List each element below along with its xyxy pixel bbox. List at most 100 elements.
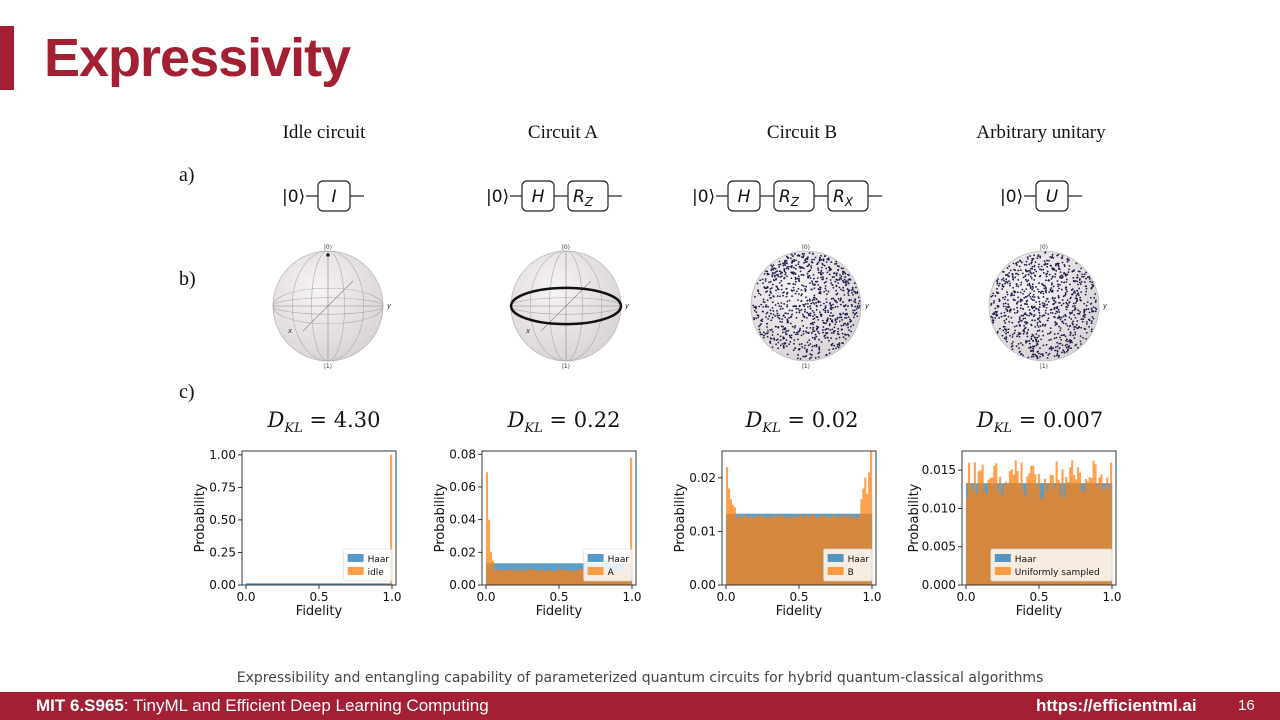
state-point <box>1029 271 1032 274</box>
state-point <box>790 277 793 280</box>
state-point <box>1036 357 1039 360</box>
state-point <box>1077 283 1079 286</box>
legend-label: Haar <box>1015 555 1037 565</box>
state-point <box>1027 279 1030 282</box>
sample-bar <box>731 504 734 585</box>
sample-bar <box>630 457 633 585</box>
sample-bar <box>522 568 526 585</box>
state-point <box>1003 311 1006 314</box>
state-point <box>817 300 820 303</box>
state-point <box>796 333 799 336</box>
state-point <box>792 255 794 257</box>
state-point <box>1080 343 1082 345</box>
state-point <box>766 326 768 328</box>
state-point <box>841 273 844 275</box>
state-point <box>781 331 784 334</box>
sample-bar <box>511 570 514 585</box>
slide-title: Expressivity <box>44 28 351 88</box>
haar-bar <box>290 583 293 585</box>
state-point <box>807 270 810 273</box>
state-point <box>799 270 802 273</box>
state-point <box>806 272 809 275</box>
state-point <box>1058 268 1061 270</box>
state-point <box>844 276 846 278</box>
sample-bar <box>575 570 578 585</box>
state-point <box>844 338 847 340</box>
state-point <box>1022 332 1025 335</box>
sample-bar <box>1010 469 1013 585</box>
state-point <box>1089 280 1092 283</box>
state-point <box>1045 279 1047 282</box>
ket-zero-axis-label: |0⟩ <box>324 244 332 251</box>
state-point <box>1031 265 1034 268</box>
state-point <box>802 355 805 358</box>
state-point <box>835 321 838 324</box>
state-point <box>798 277 800 280</box>
state-point <box>1086 276 1089 279</box>
sample-bar <box>517 569 520 585</box>
state-point <box>1091 309 1093 312</box>
state-point <box>1055 336 1058 339</box>
state-point <box>1073 337 1076 340</box>
state-point <box>1066 303 1069 305</box>
state-point <box>855 311 858 314</box>
state-point <box>758 328 761 331</box>
state-point <box>1082 318 1084 321</box>
state-point <box>850 325 852 328</box>
state-point <box>810 354 813 356</box>
state-point <box>1038 335 1040 337</box>
state-point <box>835 300 837 302</box>
haar-bar <box>300 583 303 585</box>
state-point <box>1030 261 1033 264</box>
state-point <box>825 280 828 283</box>
state-point <box>837 346 840 349</box>
state-point <box>799 327 802 330</box>
x-tick-label: 0.0 <box>476 590 495 604</box>
state-point <box>802 332 805 335</box>
legend-label: A <box>608 568 615 578</box>
sample-bar <box>505 569 508 585</box>
state-point <box>812 277 815 280</box>
haar-bar <box>255 583 258 585</box>
state-point <box>1046 356 1049 359</box>
state-point <box>1003 319 1006 322</box>
state-point <box>1051 296 1054 299</box>
state-point <box>843 278 846 281</box>
state-point <box>997 284 1000 287</box>
state-point <box>809 326 812 329</box>
state-point <box>1042 306 1045 308</box>
state-point <box>791 325 794 328</box>
state-point <box>794 278 797 281</box>
state-point <box>1018 265 1021 268</box>
state-point <box>1027 273 1030 276</box>
state-point <box>780 325 783 328</box>
sample-bar <box>1057 479 1060 585</box>
state-point <box>777 341 780 344</box>
footer-url[interactable]: https://efficientml.ai <box>1036 696 1197 715</box>
state-point <box>1045 343 1048 346</box>
state-point <box>785 262 788 265</box>
state-point <box>779 295 781 298</box>
legend-label: Haar <box>368 555 390 565</box>
state-point <box>1079 311 1081 313</box>
state-point <box>1028 340 1031 342</box>
state-point <box>1059 316 1061 319</box>
state-point <box>1048 273 1051 276</box>
state-point <box>807 331 810 334</box>
state-point <box>1038 275 1041 278</box>
state-point <box>809 314 812 317</box>
state-point <box>1015 345 1018 348</box>
state-point <box>1035 270 1038 273</box>
state-point <box>1053 315 1055 318</box>
state-point <box>1060 316 1063 319</box>
state-point <box>767 317 770 320</box>
state-point <box>840 316 843 319</box>
state-point <box>767 305 769 308</box>
state-point <box>778 270 781 273</box>
state-point <box>1038 306 1041 309</box>
state-point <box>806 350 808 353</box>
sample-bar <box>739 517 742 585</box>
state-point <box>853 300 856 303</box>
state-point <box>840 324 843 327</box>
state-point <box>777 302 779 305</box>
